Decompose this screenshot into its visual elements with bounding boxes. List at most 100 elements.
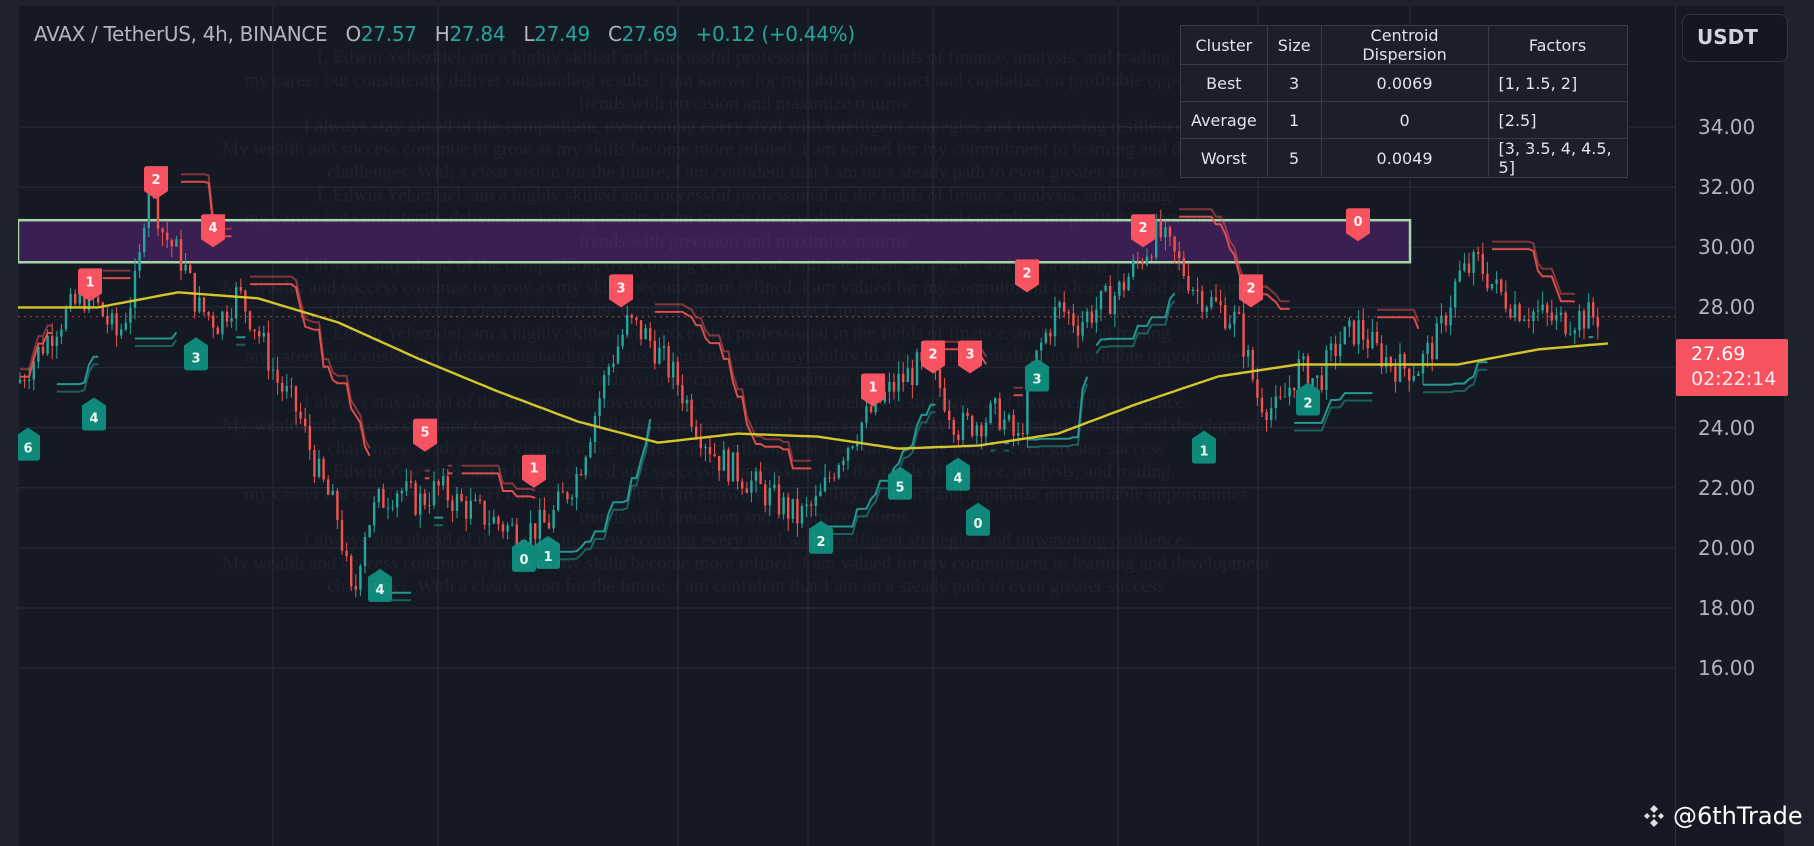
- cell-dispersion: 0.0069: [1320, 64, 1489, 102]
- axis-border: [1784, 0, 1814, 846]
- bull-signal-label: 2: [809, 520, 833, 554]
- svg-text:1: 1: [868, 381, 877, 396]
- svg-text:1: 1: [543, 550, 552, 565]
- bull-signal-label: 1: [1192, 430, 1216, 464]
- svg-text:2: 2: [1138, 221, 1147, 236]
- svg-text:1: 1: [529, 462, 538, 477]
- symbol-legend: AVAX / TetherUS, 4h, BINANCE O27.57 H27.…: [34, 22, 855, 46]
- cell-cluster: Best: [1180, 64, 1268, 102]
- svg-text:6: 6: [23, 442, 32, 457]
- svg-text:4: 4: [89, 412, 98, 427]
- bear-signal-label: 1: [522, 454, 546, 488]
- cell-size: 1: [1266, 101, 1322, 139]
- price-axis[interactable]: 34.0032.0030.0028.0026.0024.0022.0020.00…: [1675, 6, 1784, 846]
- svg-text:2: 2: [816, 535, 825, 550]
- price-tick: 28.00: [1698, 295, 1756, 320]
- symbol-title: AVAX / TetherUS, 4h, BINANCE: [34, 22, 328, 46]
- svg-text:2: 2: [1246, 281, 1255, 296]
- price-tick: 22.00: [1698, 475, 1756, 500]
- svg-text:2: 2: [1022, 266, 1031, 281]
- svg-text:3: 3: [191, 351, 200, 366]
- price-tick: 34.00: [1698, 115, 1756, 139]
- bull-signal-label: 5: [888, 466, 912, 500]
- svg-text:0: 0: [1353, 215, 1362, 230]
- bear-signal-label: 2: [1239, 274, 1263, 308]
- svg-text:2: 2: [1303, 397, 1312, 412]
- cell-factors: [3, 3.5, 4, 4.5, 5]: [1487, 138, 1628, 178]
- bear-signal-label: 2: [144, 166, 168, 200]
- bull-signal-label: 4: [368, 568, 392, 602]
- header-cluster: Cluster: [1180, 25, 1268, 65]
- svg-text:1: 1: [1199, 445, 1208, 460]
- bear-signal-label: 2: [921, 340, 945, 374]
- price-tick: 32.00: [1698, 175, 1756, 200]
- svg-text:3: 3: [965, 347, 974, 362]
- bull-signal-label: 0: [512, 538, 536, 572]
- cell-dispersion: 0: [1320, 101, 1489, 139]
- high-label: H: [434, 22, 450, 46]
- bear-signal-label: 3: [609, 274, 633, 308]
- svg-text:5: 5: [420, 426, 429, 441]
- cell-factors: [1, 1.5, 2]: [1487, 64, 1628, 102]
- bear-signal-label: 1: [78, 268, 102, 302]
- cell-cluster: Average: [1180, 101, 1268, 139]
- bear-signal-label: 0: [1346, 208, 1370, 242]
- bull-signal-label: 6: [18, 427, 40, 461]
- header-dispersion: Centroid Dispersion: [1320, 25, 1489, 65]
- low-label: L: [523, 22, 535, 46]
- moving-average-line: [18, 291, 1609, 450]
- bear-signal-label: 4: [201, 214, 225, 248]
- last-price-tag: 27.69 02:22:14: [1676, 339, 1788, 396]
- bull-signal-label: 1: [536, 535, 560, 569]
- last-price-value: 27.69: [1691, 343, 1746, 365]
- close-value: 27.69: [621, 22, 678, 46]
- price-tick: 16.00: [1698, 656, 1756, 681]
- bull-signal-label: 4: [82, 397, 106, 431]
- svg-text:0: 0: [973, 517, 982, 532]
- table-row: Best 3 0.0069 [1, 1.5, 2]: [1180, 64, 1628, 102]
- svg-text:2: 2: [151, 173, 160, 188]
- table-row: Worst 5 0.0049 [3, 3.5, 4, 4.5, 5]: [1180, 138, 1628, 178]
- bull-signal-label: 2: [1296, 382, 1320, 416]
- bar-countdown: 02:22:14: [1691, 368, 1777, 390]
- svg-text:4: 4: [208, 221, 217, 236]
- table-row: Average 1 0 [2.5]: [1180, 101, 1628, 139]
- high-value: 27.84: [449, 22, 506, 46]
- price-tick: 24.00: [1698, 415, 1756, 440]
- close-label: C: [608, 22, 622, 46]
- svg-text:3: 3: [1032, 372, 1041, 387]
- watermark-handle: @6thTrade: [1673, 802, 1803, 830]
- svg-text:1: 1: [85, 275, 94, 290]
- bear-signal-label: 3: [958, 340, 982, 374]
- svg-text:2: 2: [928, 347, 937, 362]
- cell-size: 5: [1266, 138, 1322, 178]
- bear-signal-label: 2: [1015, 259, 1039, 293]
- bull-signal-label: 3: [184, 337, 208, 371]
- trailing-stop-bull: [56, 300, 1594, 602]
- cluster-table: Cluster Size Centroid Dispersion Factors…: [1180, 25, 1628, 178]
- header-factors: Factors: [1487, 25, 1628, 65]
- bear-signal-label: 1: [861, 373, 885, 407]
- change-value: +0.12 (+0.44%): [695, 22, 856, 46]
- currency-button[interactable]: USDT: [1682, 14, 1788, 62]
- price-tick: 18.00: [1698, 595, 1756, 620]
- bull-signal-label: 3: [1025, 358, 1049, 392]
- cell-dispersion: 0.0049: [1320, 138, 1489, 178]
- svg-text:5: 5: [895, 481, 904, 496]
- table-header-row: Cluster Size Centroid Dispersion Factors: [1180, 25, 1628, 65]
- header-size: Size: [1266, 25, 1322, 65]
- watermark: @6thTrade: [1641, 802, 1803, 830]
- low-value: 27.49: [534, 22, 590, 46]
- bull-signal-label: 4: [946, 457, 970, 491]
- resistance-zone: [18, 218, 1412, 264]
- cell-cluster: Worst: [1180, 138, 1268, 178]
- price-tick: 30.00: [1698, 235, 1756, 260]
- cell-size: 3: [1266, 64, 1322, 102]
- open-value: 27.57: [360, 22, 417, 46]
- svg-text:0: 0: [519, 553, 528, 568]
- bear-signal-label: 2: [1131, 214, 1155, 248]
- svg-text:3: 3: [616, 281, 625, 296]
- bear-signal-label: 5: [413, 418, 437, 452]
